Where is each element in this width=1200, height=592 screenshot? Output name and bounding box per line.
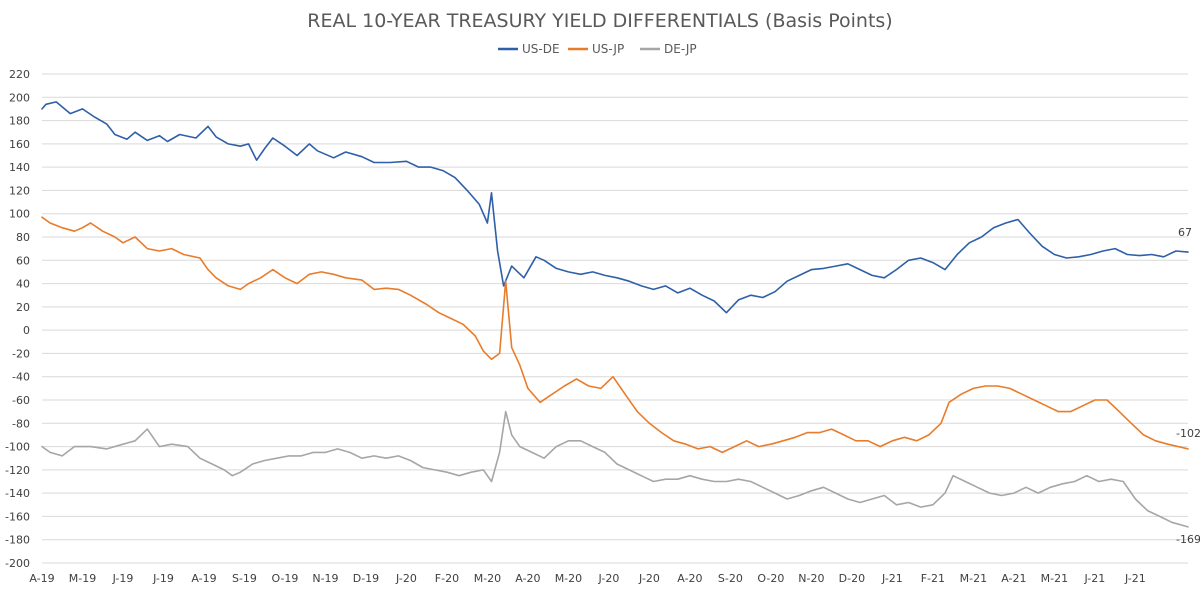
legend: US-DE US-JP DE-JP xyxy=(498,42,697,56)
end-label-de-jp: -169 xyxy=(1176,533,1200,546)
gridlines xyxy=(42,73,1188,564)
series-line-us-de xyxy=(41,101,1189,314)
y-tick-label: 120 xyxy=(9,184,30,197)
x-tick-label: M-20 xyxy=(474,572,501,585)
y-tick-label: 0 xyxy=(23,324,30,337)
x-tick-label: J-19 xyxy=(152,572,174,585)
y-tick-label: 140 xyxy=(9,161,30,174)
end-label-us-de: 67 xyxy=(1178,226,1192,239)
y-tick-label: -120 xyxy=(5,464,30,477)
x-tick-label: D-20 xyxy=(839,572,865,585)
x-axis-tick-labels: A-19 M-19 J-19 J-19 A-19 S-19 O-19 N-19 D-19 J-20… xyxy=(29,572,1145,585)
series-lines xyxy=(41,101,1189,528)
x-tick-label: S-19 xyxy=(232,572,257,585)
y-tick-label: -40 xyxy=(12,371,30,384)
x-tick-label: M-21 xyxy=(960,572,987,585)
x-tick-label: F-20 xyxy=(435,572,459,585)
x-tick-label: M-19 xyxy=(69,572,96,585)
end-labels: 67 -102 -169 xyxy=(1176,226,1200,546)
x-tick-label: M-21 xyxy=(1041,572,1068,585)
x-tick-label: A-20 xyxy=(677,572,702,585)
chart-title: REAL 10-YEAR TREASURY YIELD DIFFERENTIAL… xyxy=(307,10,892,32)
y-tick-label: 220 xyxy=(9,68,30,81)
y-tick-label: -140 xyxy=(5,487,30,500)
y-tick-label: 80 xyxy=(16,231,30,244)
y-tick-label: 160 xyxy=(9,138,30,151)
series-line-de-jp xyxy=(41,410,1189,528)
y-axis-tick-labels: 220200180160140120100806040200-20-40-60-… xyxy=(5,68,30,570)
y-tick-label: -180 xyxy=(5,534,30,547)
y-tick-label: 100 xyxy=(9,208,30,221)
y-tick-label: -60 xyxy=(12,394,30,407)
y-tick-label: 40 xyxy=(16,278,30,291)
x-tick-label: J-19 xyxy=(112,572,134,585)
x-tick-label: F-21 xyxy=(921,572,945,585)
series-line-us-jp xyxy=(41,216,1189,454)
y-tick-label: -20 xyxy=(12,347,30,360)
y-tick-label: 20 xyxy=(16,301,30,314)
legend-label-us-jp: US-JP xyxy=(592,42,624,56)
x-tick-label: J-21 xyxy=(1124,572,1146,585)
x-tick-label: M-20 xyxy=(555,572,582,585)
x-tick-label: A-19 xyxy=(29,572,54,585)
legend-label-de-jp: DE-JP xyxy=(664,42,697,56)
x-tick-label: A-21 xyxy=(1001,572,1026,585)
x-tick-label: S-20 xyxy=(718,572,743,585)
x-tick-label: J-21 xyxy=(1083,572,1105,585)
x-tick-label: A-19 xyxy=(191,572,216,585)
x-tick-label: D-19 xyxy=(353,572,379,585)
y-tick-label: 60 xyxy=(16,254,30,267)
x-tick-label: N-19 xyxy=(312,572,338,585)
x-tick-label: J-20 xyxy=(395,572,417,585)
y-tick-label: -200 xyxy=(5,557,30,570)
y-tick-label: 180 xyxy=(9,115,30,128)
x-tick-label: A-20 xyxy=(515,572,540,585)
end-label-us-jp: -102 xyxy=(1176,427,1200,440)
y-tick-label: -100 xyxy=(5,441,30,454)
x-tick-label: J-20 xyxy=(598,572,620,585)
y-tick-label: -160 xyxy=(5,510,30,523)
x-tick-label: O-19 xyxy=(271,572,298,585)
x-tick-label: J-21 xyxy=(881,572,903,585)
x-tick-label: O-20 xyxy=(757,572,784,585)
y-tick-label: 200 xyxy=(9,91,30,104)
y-tick-label: -80 xyxy=(12,417,30,430)
x-tick-label: N-20 xyxy=(798,572,824,585)
legend-label-us-de: US-DE xyxy=(522,42,560,56)
x-tick-label: J-20 xyxy=(638,572,660,585)
